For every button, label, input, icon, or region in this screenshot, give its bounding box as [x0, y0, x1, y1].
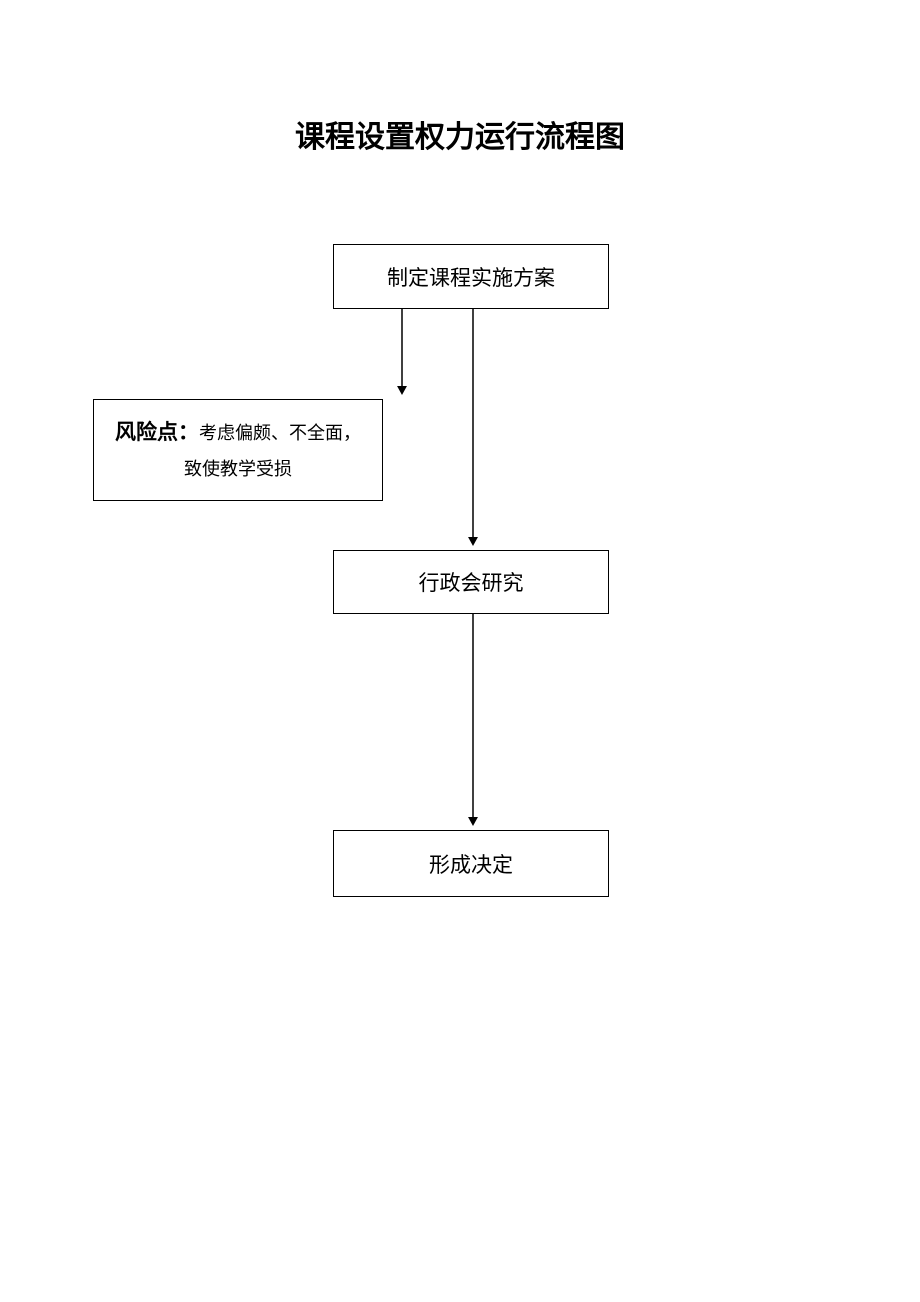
flowchart-arrow-3: [463, 604, 483, 836]
risk-prefix: 风险点：: [115, 420, 199, 444]
node-label: 形成决定: [429, 849, 513, 879]
risk-text1: 考虑偏颇、不全面，: [199, 423, 361, 443]
risk-line2: 致使教学受损: [184, 452, 292, 486]
diagram-title: 课程设置权力运行流程图: [0, 112, 920, 156]
node-label: 制定课程实施方案: [387, 262, 555, 292]
flowchart-arrow-1: [392, 299, 412, 405]
flowchart-arrow-2: [463, 299, 483, 556]
node-label: 行政会研究: [419, 567, 524, 597]
flowchart-node-risk: 风险点：考虑偏颇、不全面， 致使教学受损: [93, 399, 383, 501]
risk-line1: 风险点：考虑偏颇、不全面，: [115, 415, 361, 452]
flowchart-node-decision: 形成决定: [333, 830, 609, 897]
